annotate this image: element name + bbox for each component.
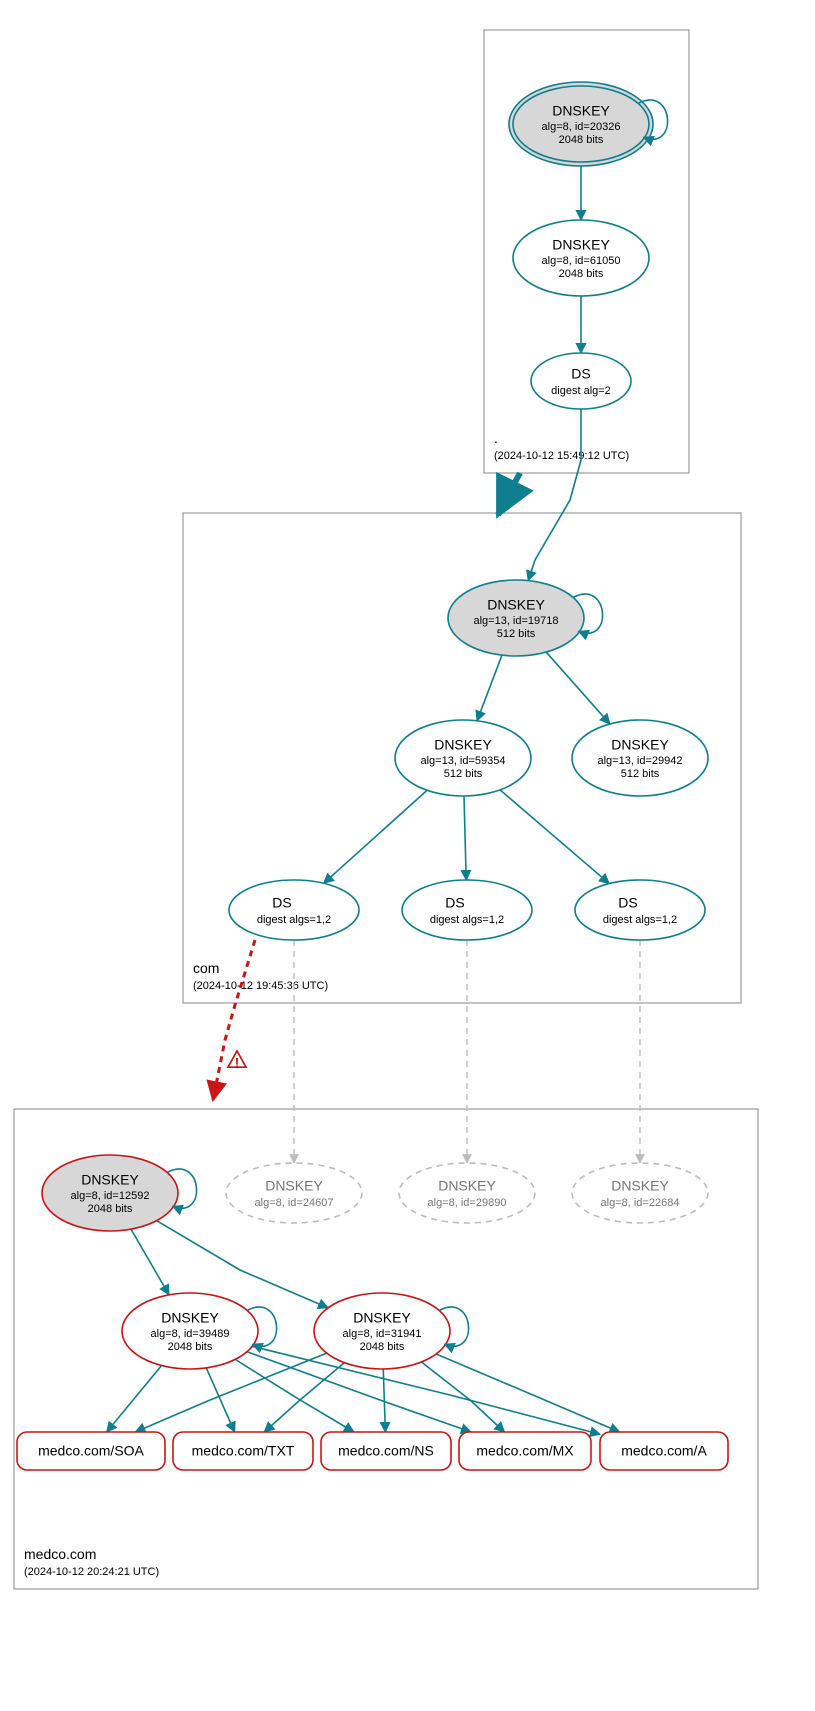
node-com_ds2: DS digest algs=1,2 [402, 880, 532, 940]
svg-text:digest algs=1,2: digest algs=1,2 [257, 914, 331, 926]
svg-text:alg=8, id=24607: alg=8, id=24607 [255, 1197, 334, 1209]
svg-text:medco.com/A: medco.com/A [621, 1443, 707, 1459]
node-mk_zsk1: DNSKEY alg=8, id=394892048 bits [122, 1293, 277, 1369]
svg-text:alg=8, id=12592: alg=8, id=12592 [71, 1190, 150, 1202]
svg-text:2048 bits: 2048 bits [559, 134, 604, 146]
svg-text:2048 bits: 2048 bits [88, 1203, 133, 1215]
svg-text:DS: DS [571, 366, 590, 382]
node-root_ksk: DNSKEY alg=8, id=203262048 bits [509, 82, 668, 166]
svg-text:DNSKEY: DNSKEY [438, 1178, 496, 1194]
svg-text:!: ! [235, 1055, 240, 1071]
svg-text:(2024-10-12 15:49:12 UTC): (2024-10-12 15:49:12 UTC) [494, 450, 629, 462]
svg-text:DNSKEY: DNSKEY [552, 103, 610, 119]
svg-text:(2024-10-12 19:45:36 UTC): (2024-10-12 19:45:36 UTC) [193, 980, 328, 992]
svg-text:medco.com/MX: medco.com/MX [476, 1443, 574, 1459]
node-com_ksk: DNSKEY alg=13, id=19718512 bits [448, 580, 603, 656]
node-mk_gh1: DNSKEY alg=8, id=24607 [226, 1163, 362, 1223]
node-mk_ksk: DNSKEY alg=8, id=125922048 bits [42, 1155, 197, 1231]
svg-text:alg=13, id=29942: alg=13, id=29942 [597, 755, 682, 767]
node-rr_txt: medco.com/TXT [173, 1432, 313, 1470]
svg-text:digest algs=1,2: digest algs=1,2 [430, 914, 504, 926]
svg-text:DNSKEY: DNSKEY [487, 597, 545, 613]
svg-text:2048 bits: 2048 bits [559, 268, 604, 280]
svg-text:DNSKEY: DNSKEY [552, 237, 610, 253]
svg-text:512 bits: 512 bits [621, 768, 660, 780]
svg-text:alg=8, id=39489: alg=8, id=39489 [151, 1328, 230, 1340]
svg-text:DS: DS [445, 895, 464, 911]
svg-text:medco.com/NS: medco.com/NS [338, 1443, 434, 1459]
svg-text:DNSKEY: DNSKEY [353, 1310, 411, 1326]
svg-text:digest alg=2: digest alg=2 [551, 385, 611, 397]
node-rr_mx: medco.com/MX [459, 1432, 591, 1470]
edges [107, 162, 640, 1434]
svg-text:medco.com/TXT: medco.com/TXT [192, 1443, 295, 1459]
node-root_ds: DS digest alg=2 [531, 353, 631, 409]
svg-text:2048 bits: 2048 bits [168, 1341, 213, 1353]
svg-text:DNSKEY: DNSKEY [81, 1172, 139, 1188]
svg-text:DNSKEY: DNSKEY [265, 1178, 323, 1194]
node-mk_gh2: DNSKEY alg=8, id=29890 [399, 1163, 535, 1223]
svg-text:alg=8, id=20326: alg=8, id=20326 [542, 121, 621, 133]
svg-text:DNSKEY: DNSKEY [611, 1178, 669, 1194]
nodes: DNSKEYalg=8, id=203262048 bitsDNSKEYalg=… [17, 82, 728, 1470]
svg-text:DNSKEY: DNSKEY [161, 1310, 219, 1326]
error-icon: ! [228, 1051, 246, 1071]
node-com_ds1: DS digest algs=1,2 [229, 880, 359, 940]
node-com_zsk2: DNSKEY alg=13, id=29942512 bits [572, 720, 708, 796]
svg-text:com: com [193, 960, 219, 976]
svg-text:medco.com/SOA: medco.com/SOA [38, 1443, 144, 1459]
svg-text:alg=8, id=29890: alg=8, id=29890 [428, 1197, 507, 1209]
svg-text:.: . [494, 430, 498, 446]
svg-text:DS: DS [272, 895, 291, 911]
svg-text:alg=8, id=22684: alg=8, id=22684 [601, 1197, 680, 1209]
node-rr_ns: medco.com/NS [321, 1432, 451, 1470]
svg-text:digest algs=1,2: digest algs=1,2 [603, 914, 677, 926]
svg-text:alg=8, id=31941: alg=8, id=31941 [343, 1328, 422, 1340]
svg-text:DS: DS [618, 895, 637, 911]
node-com_zsk1: DNSKEY alg=13, id=59354512 bits [395, 720, 531, 796]
node-root_zsk: DNSKEY alg=8, id=610502048 bits [513, 220, 649, 296]
svg-text:512 bits: 512 bits [497, 628, 536, 640]
node-com_ds3: DS digest algs=1,2 [575, 880, 705, 940]
svg-text:(2024-10-12 20:24:21 UTC): (2024-10-12 20:24:21 UTC) [24, 1566, 159, 1578]
svg-text:alg=13, id=19718: alg=13, id=19718 [473, 615, 558, 627]
node-mk_gh3: DNSKEY alg=8, id=22684 [572, 1163, 708, 1223]
svg-text:DNSKEY: DNSKEY [611, 737, 669, 753]
dnssec-diagram: . (2024-10-12 15:49:12 UTC) com (2024-10-12… [0, 0, 815, 1711]
svg-text:alg=8, id=61050: alg=8, id=61050 [542, 255, 621, 267]
svg-text:512 bits: 512 bits [444, 768, 483, 780]
svg-text:alg=13, id=59354: alg=13, id=59354 [420, 755, 505, 767]
svg-text:medco.com: medco.com [24, 1546, 96, 1562]
svg-text:DNSKEY: DNSKEY [434, 737, 492, 753]
node-rr_a: medco.com/A [600, 1432, 728, 1470]
node-rr_soa: medco.com/SOA [17, 1432, 165, 1470]
svg-text:2048 bits: 2048 bits [360, 1341, 405, 1353]
